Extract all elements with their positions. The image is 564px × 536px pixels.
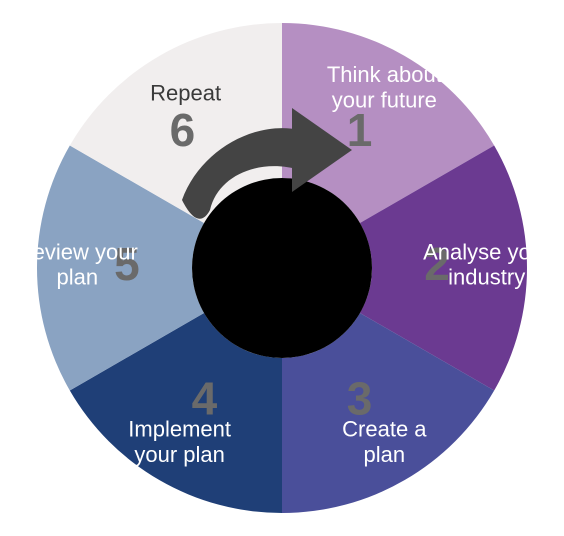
inner-hole: [192, 178, 372, 358]
segment-label-4: Implementyour plan: [128, 417, 231, 467]
segment-number-6: 6: [170, 104, 196, 156]
cycle-svg: 1Think aboutyour future2Analyse yourindu…: [0, 0, 564, 536]
cycle-diagram: 1Think aboutyour future2Analyse yourindu…: [0, 0, 564, 536]
segment-label-1: Think aboutyour future: [327, 62, 442, 112]
segment-label-6: Repeat: [150, 81, 221, 106]
